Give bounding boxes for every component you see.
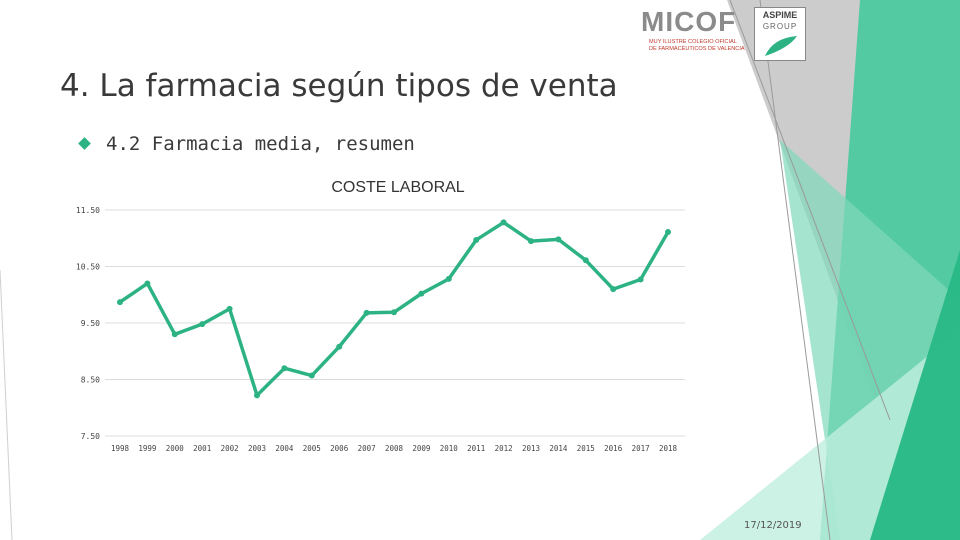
micof-logo: MICOF MUY ILUSTRE COLEGIO OFICIAL DE FAR… <box>638 6 745 54</box>
x-tick-label: 1999 <box>138 444 156 453</box>
micof-logo-line1: MUY ILUSTRE COLEGIO OFICIAL <box>649 39 737 45</box>
data-point <box>610 286 617 293</box>
y-tick-label: 9.50 <box>81 319 100 328</box>
slide-title: 4. La farmacia según tipos de venta <box>60 68 618 104</box>
aspime-leaf-icon <box>765 36 797 56</box>
data-point <box>445 275 452 282</box>
data-point <box>144 280 151 287</box>
y-tick-label: 8.50 <box>81 376 100 385</box>
bullet-text: 4.2 Farmacia media, resumen <box>106 133 415 155</box>
data-point <box>226 305 233 312</box>
data-point <box>281 365 288 372</box>
x-tick-label: 2000 <box>166 444 185 453</box>
x-tick-label: 2006 <box>330 444 349 453</box>
x-tick-label: 2010 <box>440 444 459 453</box>
data-point <box>117 299 123 306</box>
data-point <box>336 343 343 350</box>
x-tick-label: 2007 <box>358 444 376 453</box>
x-tick-label: 2001 <box>193 444 211 453</box>
x-tick-label: 2011 <box>467 444 485 453</box>
data-point <box>363 309 370 316</box>
x-tick-label: 2004 <box>275 444 294 453</box>
data-point <box>171 331 178 338</box>
data-point <box>582 257 589 264</box>
data-point <box>391 309 397 316</box>
bg-diagonal-line-1 <box>759 0 831 540</box>
data-point <box>500 219 507 226</box>
x-tick-label: 2017 <box>632 444 650 453</box>
x-tick-label: 2015 <box>577 444 595 453</box>
data-point <box>199 321 206 328</box>
slide-date: 17/12/2019 <box>744 520 802 531</box>
data-point <box>418 290 425 297</box>
series-line <box>119 220 670 398</box>
x-tick-label: 2002 <box>221 444 239 453</box>
x-tick-label: 2018 <box>659 444 678 453</box>
data-point <box>528 238 534 245</box>
x-tick-label: 2005 <box>303 444 321 453</box>
y-tick-label: 11.50 <box>76 206 100 215</box>
x-tick-label: 2016 <box>604 444 623 453</box>
data-point <box>308 372 315 379</box>
data-point <box>254 392 260 399</box>
micof-logo-line2: DE FARMACÉUTICOS DE VALENCIA <box>649 46 745 52</box>
data-point <box>555 236 562 243</box>
x-tick-label: 2003 <box>248 444 266 453</box>
x-tick-label: 1998 <box>111 444 130 453</box>
data-point <box>473 236 480 243</box>
bg-diagonal-line-3 <box>0 269 13 540</box>
y-tick-label: 10.50 <box>76 263 100 272</box>
micof-logo-name: MICOF <box>641 6 737 37</box>
x-tick-label: 2009 <box>412 444 430 453</box>
x-tick-label: 2012 <box>495 444 513 453</box>
x-tick-label: 2008 <box>385 444 404 453</box>
aspime-logo-group: GROUP <box>762 22 798 31</box>
data-point <box>637 276 644 283</box>
x-tick-label: 2013 <box>522 444 540 453</box>
data-point <box>665 229 671 236</box>
aspime-logo-name: ASPIME <box>762 10 798 20</box>
aspime-logo: ASPIME GROUP <box>754 7 806 61</box>
bg-diagonal-line-2 <box>729 0 891 421</box>
y-tick-label: 7.50 <box>81 432 100 441</box>
bg-green-panel-dark <box>870 250 960 540</box>
chart-title: COSTE LABORAL <box>331 179 464 196</box>
x-tick-label: 2014 <box>549 444 568 453</box>
